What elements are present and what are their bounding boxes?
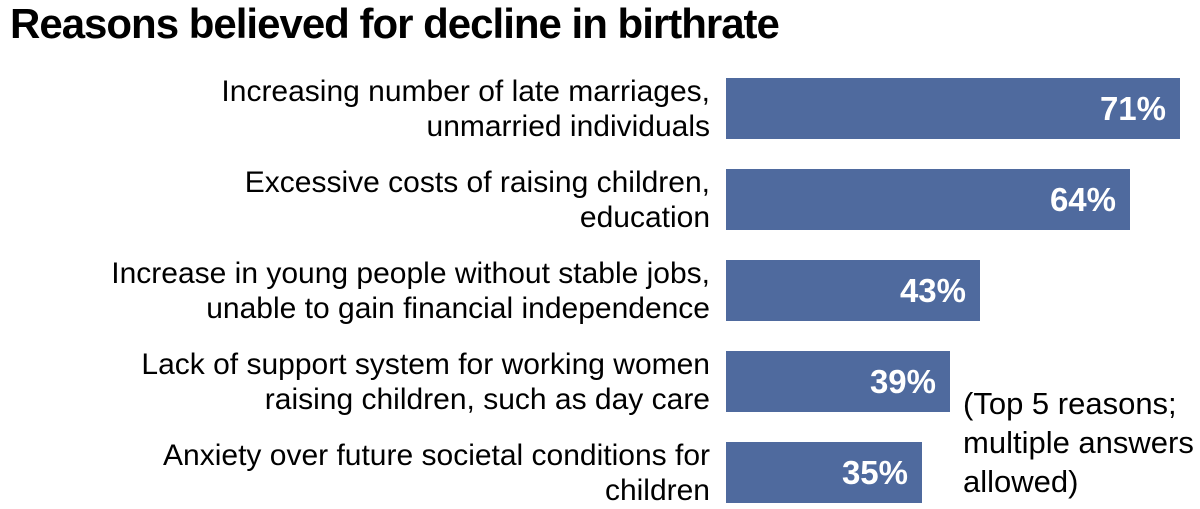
bar-value-label: 39%: [869, 362, 936, 400]
bar: 43%: [726, 260, 980, 321]
bar-row: Increasing number of late marriages, unm…: [0, 75, 1200, 143]
bar-row: Anxiety over future societal conditions …: [0, 439, 1200, 507]
bar-row: Excessive costs of raising children, edu…: [0, 166, 1200, 234]
chart-note-line: multiple answers: [963, 425, 1194, 460]
bar-row: Lack of support system for working women…: [0, 348, 1200, 416]
category-label-line: education: [579, 200, 710, 234]
chart-note-line: (Top 5 reasons;: [963, 386, 1177, 421]
category-label-line: Excessive costs of raising children,: [244, 165, 710, 199]
chart-note-line: allowed): [963, 464, 1079, 499]
bar: 71%: [726, 78, 1180, 139]
bar: 39%: [726, 351, 950, 412]
bar-value-label: 35%: [841, 453, 908, 491]
bar: 35%: [726, 442, 922, 503]
category-label: Increase in young people without stable …: [0, 256, 726, 326]
category-label-line: Increase in young people without stable …: [111, 256, 710, 290]
bar-value-label: 64%: [1049, 180, 1116, 218]
category-label-line: children: [604, 473, 710, 507]
category-label: Lack of support system for working women…: [0, 347, 726, 417]
bar-row: Increase in young people without stable …: [0, 257, 1200, 325]
category-label-line: Increasing number of late marriages,: [221, 74, 710, 108]
category-label-line: raising children, such as day care: [264, 382, 710, 416]
category-label-line: unmarried individuals: [426, 109, 710, 143]
bar-rows: Increasing number of late marriages, unm…: [0, 75, 1200, 509]
category-label-line: unable to gain financial independence: [206, 291, 710, 325]
chart-note: (Top 5 reasons; multiple answers allowed…: [963, 384, 1200, 501]
bar-value-label: 43%: [899, 271, 966, 309]
bar-value-label: 71%: [1099, 89, 1166, 127]
category-label: Anxiety over future societal conditions …: [0, 438, 726, 508]
chart-title: Reasons believed for decline in birthrat…: [10, 0, 780, 47]
category-label: Excessive costs of raising children, edu…: [0, 165, 726, 235]
category-label-line: Anxiety over future societal conditions …: [163, 438, 710, 472]
category-label: Increasing number of late marriages, unm…: [0, 74, 726, 144]
category-label-line: Lack of support system for working women: [141, 347, 710, 381]
bar: 64%: [726, 169, 1130, 230]
